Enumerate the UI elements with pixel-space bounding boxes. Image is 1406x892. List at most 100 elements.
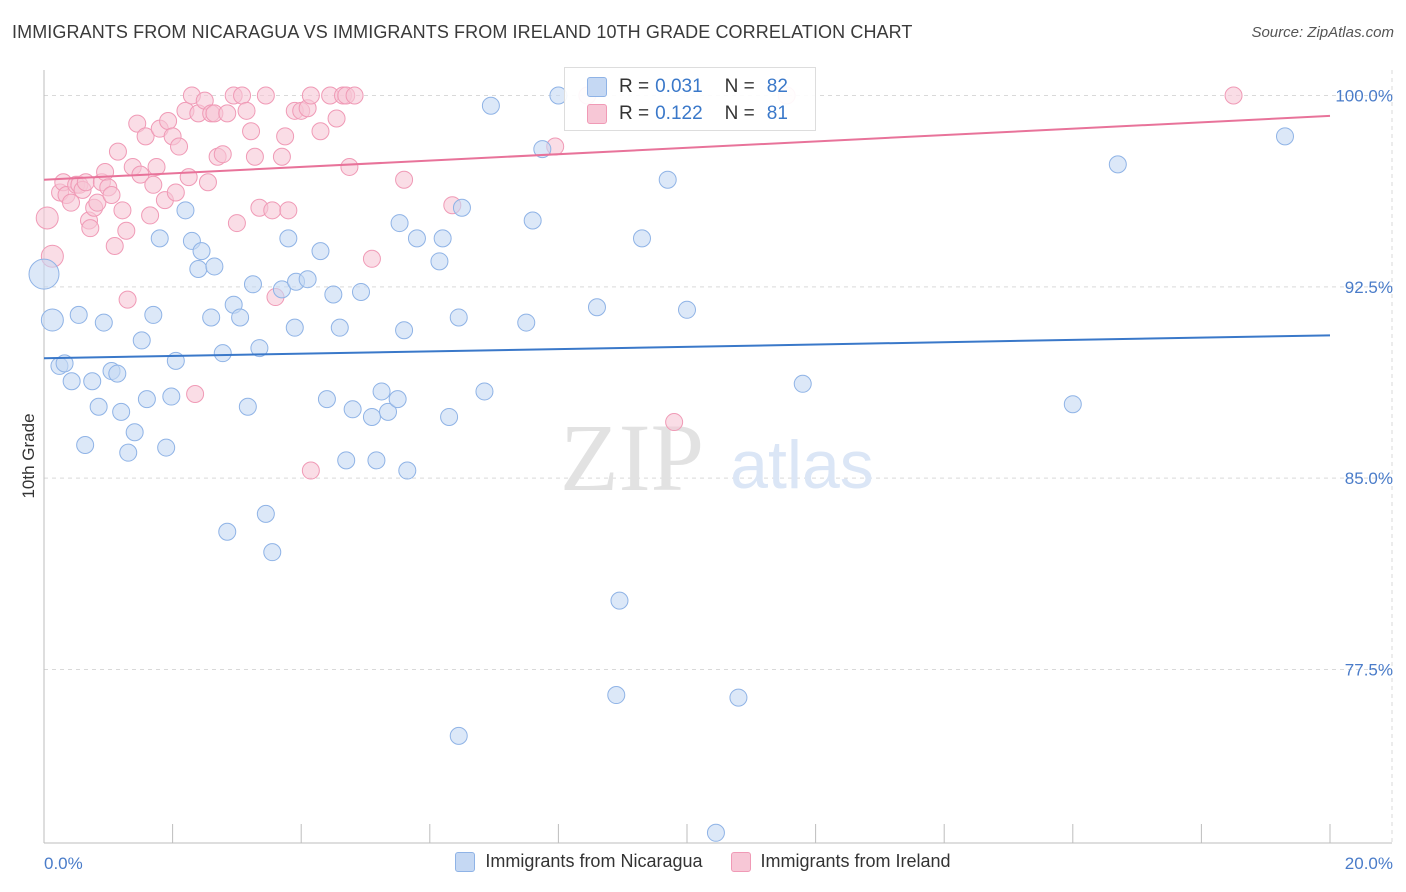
- data-point: [112, 402, 131, 421]
- data-point: [166, 183, 185, 202]
- legend-n-value: 82: [766, 76, 788, 97]
- data-point: [250, 339, 269, 358]
- legend-swatch-blue: [587, 77, 607, 97]
- data-point: [76, 173, 95, 192]
- data-point: [587, 298, 606, 317]
- data-point: [665, 413, 684, 432]
- ireland-points: [35, 86, 1243, 480]
- data-point: [272, 280, 291, 299]
- data-point: [62, 372, 81, 391]
- legend-swatch-pink: [730, 851, 751, 872]
- data-point: [430, 252, 449, 271]
- legend-swatch-pink: [587, 104, 607, 124]
- data-point: [256, 504, 275, 523]
- legend-item-nicaragua[interactable]: Immigrants from Nicaragua: [455, 851, 703, 872]
- watermark-atlas: atlas: [730, 427, 874, 503]
- data-point: [69, 305, 88, 324]
- data-point: [367, 451, 386, 470]
- data-point: [517, 313, 536, 332]
- data-point: [279, 201, 298, 220]
- data-point: [125, 423, 144, 442]
- data-point: [395, 321, 414, 340]
- data-point: [118, 290, 137, 309]
- data-point: [324, 285, 343, 304]
- data-point: [233, 86, 252, 105]
- data-point: [678, 300, 696, 319]
- data-point: [301, 461, 320, 480]
- data-point: [523, 211, 542, 230]
- data-point: [96, 163, 115, 182]
- series-legend: Immigrants from Nicaragua Immigrants fro…: [0, 851, 1406, 872]
- data-point: [144, 175, 163, 194]
- data-point: [192, 242, 211, 261]
- data-point: [475, 382, 494, 401]
- data-point: [345, 86, 364, 105]
- data-point: [379, 402, 398, 421]
- data-point: [337, 451, 356, 470]
- data-point: [83, 372, 102, 391]
- trend-lines: [43, 114, 1331, 360]
- data-point: [227, 214, 246, 233]
- data-point: [351, 282, 370, 301]
- watermark: ZIP atlas: [560, 404, 874, 511]
- data-point: [607, 686, 626, 705]
- data-point: [449, 308, 468, 327]
- data-point: [362, 249, 381, 268]
- data-point: [632, 229, 651, 248]
- data-point: [327, 109, 346, 128]
- data-point: [256, 86, 275, 105]
- axes: [43, 70, 1392, 844]
- data-point: [243, 275, 262, 294]
- data-point: [263, 201, 282, 220]
- data-point: [610, 591, 629, 610]
- data-point: [398, 461, 417, 480]
- data-point: [301, 86, 320, 105]
- trend-line-nicaragua: [43, 334, 1331, 360]
- trend-line-ireland: [43, 114, 1331, 181]
- data-point: [218, 104, 237, 123]
- data-point: [272, 147, 291, 166]
- data-point: [102, 186, 121, 205]
- data-point: [35, 206, 59, 230]
- data-point: [276, 127, 295, 146]
- data-point: [372, 382, 391, 401]
- data-point: [242, 122, 261, 141]
- gridlines: [44, 70, 1393, 843]
- data-point: [159, 112, 178, 131]
- legend-n-label: N =: [724, 103, 755, 124]
- data-point: [1063, 395, 1082, 414]
- data-point: [170, 137, 189, 156]
- data-point: [218, 522, 237, 541]
- data-point: [132, 331, 151, 350]
- data-point: [658, 170, 677, 189]
- tick-labels: 100.0% 92.5% 85.0% 77.5% 0.0% 20.0%: [44, 87, 1393, 873]
- data-point: [150, 229, 169, 248]
- legend-item-ireland[interactable]: Immigrants from Ireland: [730, 851, 951, 872]
- data-point: [388, 390, 407, 409]
- legend-row-nicaragua: R = 0.031 N = 82: [587, 74, 788, 100]
- data-point: [213, 344, 232, 363]
- data-point: [117, 221, 136, 240]
- data-point: [238, 397, 257, 416]
- x-tick-label: 0.0%: [44, 854, 83, 873]
- data-point: [108, 142, 127, 161]
- data-point: [285, 318, 304, 337]
- legend-r-label: R =: [619, 103, 650, 124]
- data-point: [40, 308, 64, 332]
- data-point: [55, 354, 74, 373]
- data-point: [157, 438, 176, 457]
- legend-label-nicaragua: Immigrants from Nicaragua: [485, 851, 703, 871]
- data-point: [317, 390, 336, 409]
- data-point: [311, 122, 330, 141]
- data-point: [298, 270, 317, 289]
- data-point: [141, 206, 160, 225]
- data-point: [237, 101, 256, 120]
- data-point: [176, 201, 195, 220]
- data-point: [89, 397, 108, 416]
- legend-swatch-blue: [455, 851, 476, 872]
- y-tick-label: 85.0%: [1345, 469, 1393, 488]
- data-point: [330, 318, 349, 337]
- data-point: [449, 726, 468, 745]
- data-point: [1275, 127, 1294, 146]
